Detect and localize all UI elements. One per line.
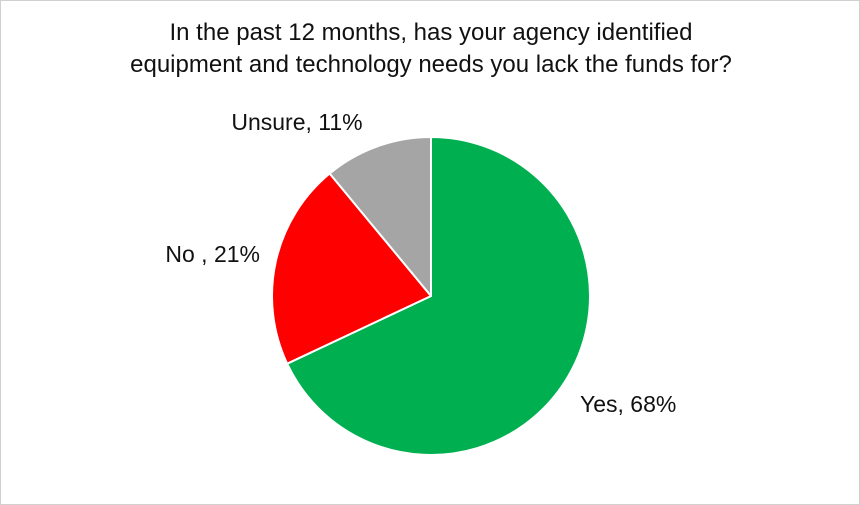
pie-slice-yes [286, 136, 591, 456]
chart-title-line-2: equipment and technology needs you lack … [130, 51, 732, 78]
data-label-unsure: Unsure, 11% [231, 109, 362, 135]
chart-title-line-1: In the past 12 months, has your agency i… [169, 19, 693, 46]
chart-title: In the past 12 months, has your agency i… [1, 17, 859, 81]
pie-slice-unsure [328, 136, 432, 297]
data-label-yes: Yes, 68% [580, 391, 676, 417]
data-label-no: No , 21% [165, 241, 260, 267]
pie-slice-no [271, 172, 432, 365]
